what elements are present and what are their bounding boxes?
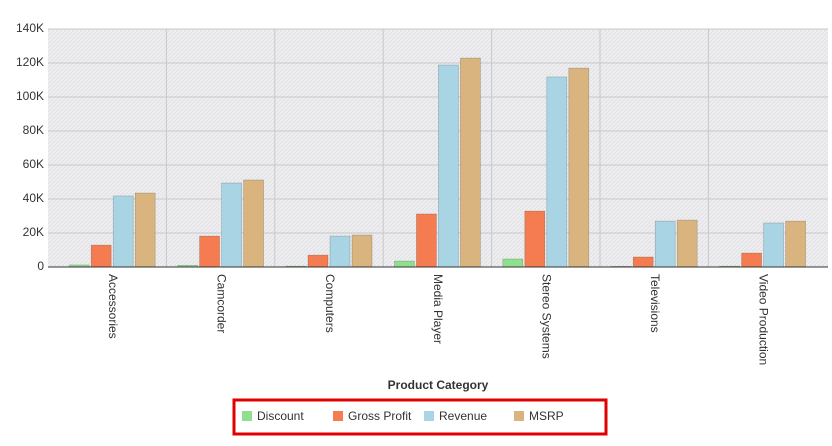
legend-label[interactable]: Revenue <box>439 409 487 423</box>
y-tick-label: 20K <box>23 225 44 239</box>
bar <box>785 220 806 268</box>
y-tick-label: 0 <box>37 259 44 273</box>
bar <box>502 258 524 268</box>
legend-label[interactable]: Gross Profit <box>348 409 412 423</box>
x-tick-label: Video Production <box>756 274 770 365</box>
bar <box>90 244 112 268</box>
bar <box>351 234 373 268</box>
bar <box>741 252 762 268</box>
plot-area <box>48 29 828 267</box>
x-tick-label: Computers <box>323 274 337 333</box>
y-tick-label: 60K <box>23 157 44 171</box>
bar <box>112 195 134 268</box>
bar <box>199 235 220 268</box>
y-tick-label: 120K <box>16 55 44 69</box>
bar <box>763 222 784 268</box>
bar <box>307 254 329 268</box>
bar <box>524 210 546 268</box>
legend-label[interactable]: Discount <box>257 409 304 423</box>
y-tick-label: 40K <box>23 191 44 205</box>
legend-swatch <box>424 411 434 421</box>
bar <box>394 260 415 268</box>
bar <box>416 213 437 268</box>
bar <box>676 219 698 268</box>
legend-label[interactable]: MSRP <box>529 409 564 423</box>
legend-swatch <box>333 411 343 421</box>
bar <box>460 57 481 268</box>
y-tick-label: 80K <box>23 123 44 137</box>
y-tick-label: 140K <box>16 21 44 35</box>
bar <box>438 64 459 268</box>
x-tick-label: Stereo Systems <box>540 274 554 359</box>
legend-swatch <box>514 411 524 421</box>
bar <box>221 182 242 268</box>
x-tick-label: Accessories <box>106 274 120 339</box>
bar <box>546 76 568 268</box>
bar <box>654 220 676 268</box>
bar <box>329 235 351 268</box>
bar <box>134 192 156 268</box>
bar <box>632 256 654 268</box>
x-tick-label: Camcorder <box>214 274 228 333</box>
legend-box <box>232 398 608 436</box>
legend-swatch <box>242 411 252 421</box>
x-tick-label: Media Player <box>431 274 445 344</box>
x-axis-title: Product Category <box>388 378 489 392</box>
y-tick-label: 100K <box>16 89 44 103</box>
bar <box>568 67 590 268</box>
x-tick-label: Televisions <box>648 274 662 333</box>
bar <box>243 179 264 268</box>
